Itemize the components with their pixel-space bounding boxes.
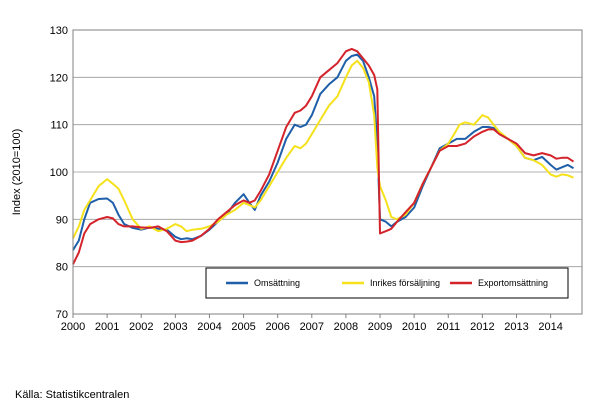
source-note: Källa: Statistikcentralen	[15, 389, 130, 401]
x-tick-label: 2010	[402, 321, 426, 333]
legend-box	[205, 267, 569, 299]
x-tick-label: 2008	[334, 321, 358, 333]
y-tick-label: 70	[56, 309, 68, 321]
x-tick-label: 2009	[368, 321, 392, 333]
y-tick-label: 110	[50, 120, 68, 132]
series-line-3	[72, 47, 575, 265]
x-tick-label: 2002	[129, 321, 153, 333]
x-tick-label: 2001	[95, 321, 119, 333]
legend-items: Omsättning Inrikes försäljning Exportomsät…	[226, 278, 548, 288]
x-tick-label: 2007	[300, 321, 324, 333]
legend: Omsättning Inrikes försäljning Exportomsät…	[205, 267, 569, 299]
series-lines	[72, 47, 575, 265]
x-axis-ticks: 2000 2001 2002 2003 2004 2005 2006 2007 2008 2009…	[61, 314, 563, 333]
y-tick-label: 80	[56, 262, 68, 274]
y-tick-label: 100	[50, 167, 68, 179]
x-tick-label: 2003	[163, 321, 187, 333]
legend-label-1: Omsättning	[254, 278, 300, 288]
x-tick-label: 2006	[265, 321, 289, 333]
x-tick-label: 2000	[61, 321, 85, 333]
x-tick-label: 2013	[504, 321, 528, 333]
y-axis-label: Index (2010=100)	[11, 129, 23, 216]
x-tick-label: 2004	[197, 321, 221, 333]
y-tick-label: 90	[56, 214, 68, 226]
y-tick-label: 120	[50, 72, 68, 84]
x-tick-label: 2014	[538, 321, 562, 333]
legend-label-3: Exportomsättning	[478, 278, 548, 288]
y-axis-ticks: 70 80 90 100 110 120 130	[50, 25, 68, 321]
legend-label-2: Inrikes försäljning	[370, 278, 440, 288]
x-tick-label: 2011	[436, 321, 460, 333]
series-line-2	[72, 59, 574, 239]
x-tick-label: 2005	[231, 321, 255, 333]
x-tick-label: 2012	[470, 321, 494, 333]
y-tick-label: 130	[50, 25, 68, 37]
plot-area-frame	[72, 29, 583, 315]
series-line-1	[72, 53, 574, 251]
